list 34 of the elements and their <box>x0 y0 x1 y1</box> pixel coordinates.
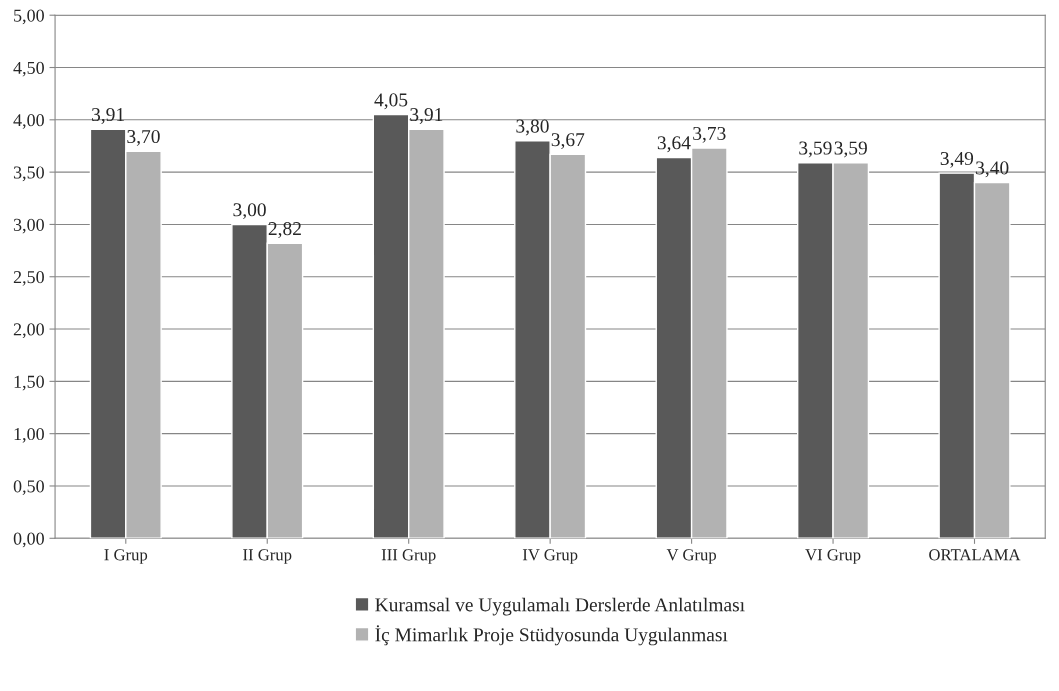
data-label: 3,59 <box>834 141 867 158</box>
y-tick-label: 2,00 <box>13 323 44 339</box>
x-tick-label: ORTALAMA <box>929 549 1021 561</box>
y-tick-label: 3,50 <box>13 166 44 182</box>
x-tick-label: I Grup <box>104 549 148 564</box>
data-label: 3,91 <box>92 108 124 124</box>
data-label: 3,80 <box>516 119 549 136</box>
y-tick-label: 0,00 <box>13 532 44 548</box>
x-tick-label: VI Grup <box>805 549 861 564</box>
y-tick-label: 2,50 <box>13 271 44 286</box>
data-label: 3,40 <box>976 161 1009 178</box>
data-label: 3,70 <box>127 129 160 146</box>
data-label: 4,05 <box>374 93 408 110</box>
y-tick-label: 5,00 <box>14 9 44 25</box>
y-tick-label: 4,00 <box>13 114 44 129</box>
data-label: 3,59 <box>799 141 832 158</box>
data-label: 3,49 <box>940 151 974 168</box>
legend-label: Kuramsal ve Uygulamalı Derslerde Anlatılması <box>375 597 745 616</box>
y-tick-label: 3,00 <box>13 218 44 234</box>
data-label: 3,73 <box>693 126 726 143</box>
y-tick-label: 4,50 <box>13 61 44 77</box>
data-label: 3,00 <box>233 203 266 220</box>
y-tick-label: 1,00 <box>14 427 44 443</box>
x-tick-label: III Grup <box>381 549 436 564</box>
data-label: 3,64 <box>657 136 691 153</box>
data-label: 3,91 <box>410 108 443 124</box>
y-tick-label: 0,50 <box>13 480 44 496</box>
x-tick-label: II Grup <box>243 549 292 564</box>
data-label: 3,67 <box>551 133 585 150</box>
x-tick-label: V Grup <box>666 549 717 564</box>
x-tick-label: IV Grup <box>522 549 578 564</box>
legend-label: İç Mimarlık Proje Stüdyosunda Uygulanması <box>375 625 728 646</box>
y-tick-label: 1,50 <box>14 375 44 391</box>
data-label: 2,82 <box>268 222 301 238</box>
